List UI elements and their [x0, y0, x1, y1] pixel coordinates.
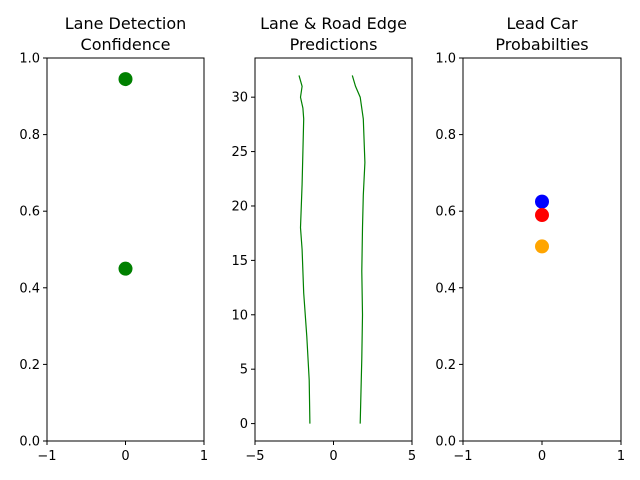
y-tick-label: 10 [231, 308, 248, 323]
data-point [118, 261, 133, 276]
y-tick-label: 0.2 [435, 358, 456, 373]
chart-title-line: Lane Detection [65, 14, 187, 33]
x-tick-label: 0 [121, 449, 129, 464]
x-tick-label: 0 [538, 449, 546, 464]
y-tick-label: 0.8 [19, 128, 40, 143]
chart-title-line: Confidence [81, 35, 171, 54]
x-tick-label: 0 [329, 449, 337, 464]
y-tick-label: 0.6 [19, 205, 40, 220]
series-line [298, 75, 311, 424]
x-tick-label: 5 [408, 449, 416, 464]
y-tick-label: 1.0 [435, 52, 456, 67]
y-tick-label: 15 [231, 254, 248, 269]
y-tick-label: 0 [240, 417, 248, 432]
x-tick-label: −1 [37, 449, 56, 464]
y-tick-label: 1.0 [19, 52, 40, 67]
axes-frame [254, 57, 413, 442]
y-tick-label: 0.4 [435, 281, 456, 296]
chart-title-line: Lead Car [506, 14, 578, 33]
y-tick-label: 0.0 [435, 435, 456, 450]
y-tick-label: 5 [240, 363, 248, 378]
y-tick-label: 0.8 [435, 128, 456, 143]
axes-frame [46, 57, 205, 442]
x-tick-label: −1 [453, 449, 472, 464]
x-tick-label: −5 [245, 449, 264, 464]
data-point [118, 72, 133, 87]
chart-title-line: Probabilties [495, 35, 588, 54]
series-line [351, 75, 366, 424]
y-tick-label: 0.0 [19, 435, 40, 450]
y-tick-label: 30 [231, 91, 248, 106]
y-tick-label: 20 [231, 199, 248, 214]
x-tick-label: 1 [200, 449, 208, 464]
chart-panel-3: Lead Car Probabilties −1 0 1 0.0 0.2 0.4 0.6 0.8 1… [435, 14, 625, 464]
x-tick-label: 1 [617, 449, 625, 464]
chart-panel-1: Lane Detection Confidence −1 0 1 0.0 0.2 0.4 0.6… [19, 14, 208, 464]
y-tick-label: 25 [231, 145, 248, 160]
chart-title-line: Lane & Road Edge [260, 14, 407, 33]
data-point [535, 208, 549, 223]
chart-panel-2: Lane & Road Edge Predictions −5 0 5 0 5 10 15 20 2… [231, 14, 416, 464]
y-tick-label: 0.4 [19, 281, 40, 296]
y-tick-label: 0.6 [435, 205, 456, 220]
data-point [535, 239, 549, 254]
y-tick-label: 0.2 [19, 358, 40, 373]
data-point [535, 194, 549, 209]
chart-title-line: Predictions [290, 35, 378, 54]
